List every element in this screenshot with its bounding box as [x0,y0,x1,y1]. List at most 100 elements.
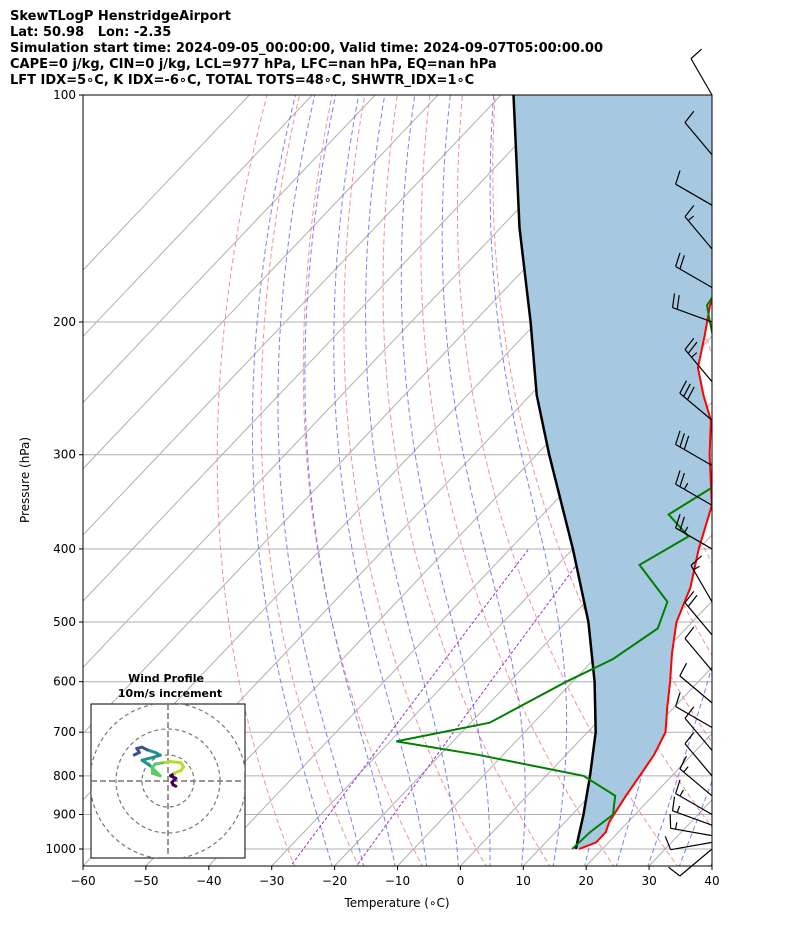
barb-staff [675,483,713,506]
y-tick-label: 400 [53,542,76,556]
barb-flag [684,205,695,218]
mixing-ratio-line [355,548,589,866]
wind-barb [684,626,713,672]
y-tick-label: 1000 [45,842,76,856]
y-tick-label: 700 [53,725,76,739]
isotherm-gridline [83,95,439,470]
isotherm-gridline [83,95,502,536]
barb-staff [675,792,713,816]
barb-flag [675,470,681,485]
dry-adiabat [756,95,794,868]
barb-flag [679,255,685,270]
wind-barb [684,110,713,156]
barb-staff [684,122,713,156]
x-tick-label: −50 [133,874,158,888]
barb-flag [679,662,688,677]
hodograph-segment [148,763,162,778]
barb-staff [675,443,713,467]
x-tick-label: −30 [259,874,284,888]
y-tick-label: 800 [53,769,76,783]
moist-adiabat [333,95,428,866]
simulation-times: Simulation start time: 2024-09-05_00:00:… [10,41,603,56]
x-tick-label: 20 [579,874,594,888]
barb-half-flag [679,789,684,797]
barb-staff [690,58,713,96]
dry-adiabat [382,95,551,866]
barb-half-flag [691,352,698,358]
moist-adiabat [277,95,365,866]
barb-staff [684,349,713,383]
dry-adiabat [788,95,794,868]
barb-staff [670,827,713,837]
y-tick-label: 200 [53,315,76,329]
x-axis-ticks: −60 −50 −40 −30 −20 −10 0 10 20 30 40 [70,866,720,888]
barb-staff [684,638,713,672]
isotherm-gridline [83,95,313,338]
wind-barbs [664,48,713,877]
isotherm-gridline [145,269,712,866]
barb-flag [683,435,690,450]
y-axis-ticks: 1000 900 800 700 600 500 400 300 200 100 [45,88,83,856]
barb-half-flag [683,526,689,534]
barb-flag [675,514,681,529]
y-tick-label: 500 [53,615,76,629]
barb-flag [679,472,685,487]
x-tick-label: −10 [385,874,410,888]
wind-barb [679,380,713,421]
wind-barb [690,555,713,603]
wind-barb [675,252,713,288]
barb-half-flag [693,565,700,571]
isotherm-gridline [83,95,376,404]
isotherm-gridline [83,95,565,602]
barb-flag [684,110,695,123]
y-tick-label: 900 [53,807,76,821]
dry-adiabat [420,95,615,866]
moist-adiabat [304,95,396,866]
barb-flag [684,337,695,350]
inset-title: Wind Profile [128,672,204,685]
x-tick-label: 10 [516,874,531,888]
wind-barb [675,779,713,816]
mixing-ratio-line [290,548,530,866]
isotherm-gridline [83,95,250,271]
barb-staff [672,810,713,826]
dry-adiabat [456,95,679,866]
wind-barb [669,814,713,837]
hodograph-rings [91,704,245,858]
barb-flag [669,814,672,829]
barb-staff [690,565,713,603]
wind-barb [675,470,713,506]
barb-flag [679,516,685,531]
wind-barb [675,170,713,206]
barb-half-flag [687,215,694,222]
wind-barb [671,293,713,323]
barb-staff [675,527,713,550]
barb-flag [690,48,703,60]
barb-flag [684,591,695,604]
barb-half-flag [676,805,681,813]
wind-barb [684,732,713,777]
barb-flag [687,341,698,354]
barb-staff [675,705,713,729]
dry-adiabat [723,95,794,868]
stability-indices: LFT IDX=5∘C, K IDX=-6∘C, TOTAL TOTS=48∘C… [10,73,475,88]
barb-flag [684,732,695,745]
parcel-path [512,95,597,850]
barb-flag [675,170,681,185]
chart-title: SkewTLogP HenstridgeAirport [10,9,231,24]
wind-barb [684,591,713,636]
dry-adiabat [216,95,296,866]
barb-staff [679,392,713,421]
barb-staff [672,307,713,323]
moist-adiabat [773,95,794,868]
barb-staff [679,768,713,797]
moist-adiabat [251,95,333,866]
wind-barb [690,48,713,96]
y-axis-label: Pressure (hPa) [18,437,32,523]
moist-adiabat [742,95,794,868]
barb-staff [675,183,713,206]
parcel-shading [513,95,712,849]
dry-adiabat [302,95,423,866]
wind-barb [668,848,713,877]
